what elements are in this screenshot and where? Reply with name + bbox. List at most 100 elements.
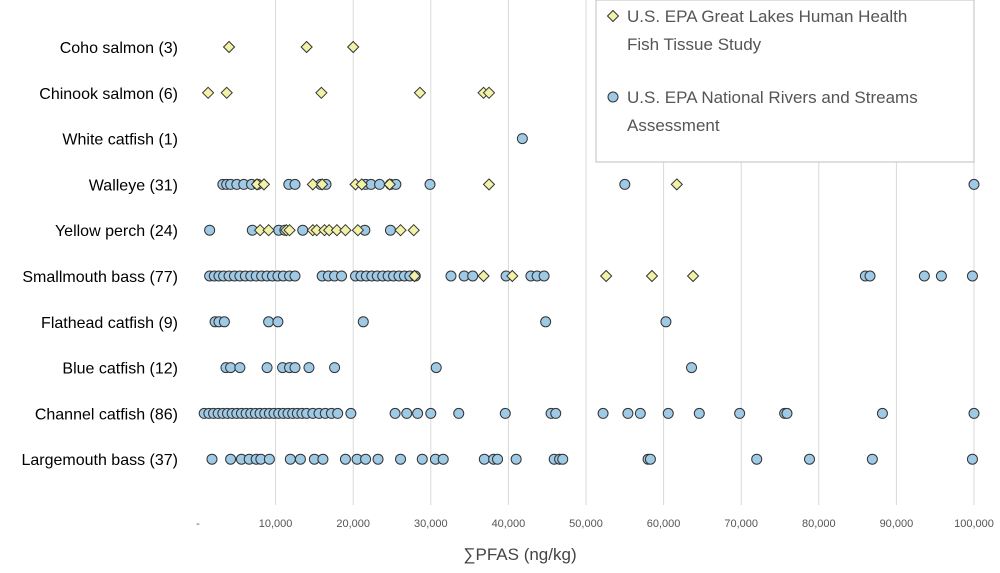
x-tick-label: 100,000 bbox=[954, 518, 994, 530]
great-lakes-point-chinook-salmon bbox=[201, 86, 215, 100]
rivers-streams-point-channel-catfish bbox=[345, 407, 357, 419]
legend-circle-icon bbox=[607, 91, 619, 103]
rivers-streams-point-channel-catfish bbox=[412, 407, 424, 419]
great-lakes-point-smallmouth-bass bbox=[506, 269, 519, 283]
great-lakes-point-coho-salmon bbox=[300, 40, 313, 54]
rivers-streams-point-blue-catfish bbox=[225, 362, 237, 374]
x-tick-label: 90,000 bbox=[880, 518, 914, 530]
rivers-streams-point-largemouth-bass bbox=[803, 453, 815, 465]
rivers-streams-point-blue-catfish bbox=[303, 362, 315, 374]
great-lakes-point-yellow-perch bbox=[407, 223, 420, 237]
great-lakes-point-yellow-perch bbox=[283, 223, 296, 237]
legend: U.S. EPA Great Lakes Human Health Fish Ti… bbox=[595, 0, 975, 163]
rivers-streams-point-channel-catfish bbox=[662, 407, 674, 419]
rivers-streams-point-largemouth-bass bbox=[437, 453, 449, 465]
rivers-streams-point-blue-catfish bbox=[234, 362, 246, 374]
rivers-streams-point-smallmouth-bass bbox=[336, 270, 348, 282]
rivers-streams-point-blue-catfish bbox=[289, 362, 301, 374]
rivers-streams-point-largemouth-bass bbox=[225, 453, 237, 465]
rivers-streams-point-channel-catfish bbox=[734, 407, 746, 419]
rivers-streams-point-smallmouth-bass bbox=[445, 270, 457, 282]
rivers-streams-point-walleye bbox=[424, 178, 436, 190]
rivers-streams-point-largemouth-bass bbox=[966, 453, 978, 465]
rivers-streams-point-largemouth-bass bbox=[416, 453, 428, 465]
rivers-streams-point-blue-catfish bbox=[329, 362, 341, 374]
great-lakes-point-smallmouth-bass bbox=[645, 269, 659, 283]
data-points bbox=[198, 40, 980, 465]
rivers-streams-point-channel-catfish bbox=[597, 407, 609, 419]
great-lakes-point-yellow-perch bbox=[330, 223, 344, 237]
rivers-streams-point-channel-catfish bbox=[622, 407, 634, 419]
rivers-streams-point-channel-catfish bbox=[550, 407, 562, 419]
category-label-blue-catfish: Blue catfish (12) bbox=[62, 361, 178, 378]
rivers-streams-point-smallmouth-bass bbox=[966, 270, 978, 282]
great-lakes-point-yellow-perch bbox=[394, 223, 407, 237]
rivers-streams-point-largemouth-bass bbox=[395, 453, 407, 465]
category-label-coho-salmon: Coho salmon (3) bbox=[60, 40, 178, 57]
rivers-streams-point-flathead-catfish bbox=[660, 316, 672, 328]
great-lakes-point-walleye bbox=[257, 178, 271, 191]
rivers-streams-point-blue-catfish bbox=[261, 362, 273, 374]
rivers-streams-point-smallmouth-bass bbox=[467, 270, 479, 282]
rivers-streams-point-walleye bbox=[289, 178, 301, 190]
rivers-streams-point-channel-catfish bbox=[499, 407, 511, 419]
x-tick-label: 70,000 bbox=[724, 518, 758, 530]
category-label-smallmouth-bass: Smallmouth bass (77) bbox=[22, 269, 178, 286]
category-label-channel-catfish: Channel catfish (86) bbox=[35, 406, 178, 423]
rivers-streams-point-largemouth-bass bbox=[866, 453, 878, 465]
rivers-streams-point-largemouth-bass bbox=[263, 453, 275, 465]
rivers-streams-point-largemouth-bass bbox=[360, 453, 372, 465]
great-lakes-point-chinook-salmon bbox=[315, 86, 328, 100]
rivers-streams-point-smallmouth-bass bbox=[935, 270, 947, 282]
rivers-streams-point-flathead-catfish bbox=[357, 316, 369, 328]
great-lakes-point-smallmouth-bass bbox=[408, 269, 421, 283]
x-tick-labels: - 10,000 20,000 30,000 40,000 50,000 60,000 70,… bbox=[196, 518, 994, 530]
rivers-streams-point-largemouth-bass bbox=[478, 453, 490, 465]
x-tick-label: 40,000 bbox=[492, 518, 526, 530]
great-lakes-point-walleye bbox=[355, 178, 368, 191]
rivers-streams-point-largemouth-bass bbox=[492, 453, 504, 465]
rivers-streams-point-largemouth-bass bbox=[284, 453, 296, 465]
rivers-streams-point-largemouth-bass bbox=[644, 453, 656, 465]
legend-box bbox=[595, 0, 975, 163]
great-lakes-point-yellow-perch bbox=[351, 223, 365, 237]
category-label-yellow-perch: Yellow perch (24) bbox=[55, 223, 178, 240]
legend-entry-text: U.S. EPA National Rivers and Streams bbox=[627, 88, 918, 107]
rivers-streams-point-channel-catfish bbox=[634, 407, 646, 419]
rivers-streams-point-largemouth-bass bbox=[317, 453, 329, 465]
great-lakes-point-coho-salmon bbox=[346, 40, 360, 54]
category-label-largemouth-bass: Largemouth bass (37) bbox=[21, 452, 178, 469]
rivers-streams-point-flathead-catfish bbox=[218, 316, 230, 328]
x-tick-label: 80,000 bbox=[802, 518, 836, 530]
rivers-streams-point-yellow-perch bbox=[204, 224, 216, 236]
category-label-walleye: Walleye (31) bbox=[89, 177, 178, 194]
rivers-streams-point-largemouth-bass bbox=[294, 453, 306, 465]
legend-entry-text: Fish Tissue Study bbox=[627, 35, 762, 54]
great-lakes-point-walleye bbox=[670, 178, 683, 191]
rivers-streams-point-yellow-perch bbox=[297, 224, 309, 236]
x-tick-label: 30,000 bbox=[414, 518, 448, 530]
category-label-flathead-catfish: Flathead catfish (9) bbox=[41, 315, 178, 332]
rivers-streams-point-yellow-perch bbox=[384, 224, 396, 236]
rivers-streams-point-flathead-catfish bbox=[272, 316, 284, 328]
category-labels: Coho salmon (3) Chinook salmon (6) White c… bbox=[21, 40, 178, 469]
great-lakes-point-walleye bbox=[383, 178, 396, 191]
rivers-streams-point-largemouth-bass bbox=[206, 453, 218, 465]
great-lakes-point-chinook-salmon bbox=[220, 86, 233, 100]
legend-entry-text: U.S. EPA Great Lakes Human Health bbox=[627, 7, 907, 26]
rivers-streams-point-smallmouth-bass bbox=[289, 270, 301, 282]
rivers-streams-point-channel-catfish bbox=[876, 407, 888, 419]
great-lakes-point-coho-salmon bbox=[222, 40, 236, 54]
rivers-streams-point-largemouth-bass bbox=[557, 453, 569, 465]
x-tick-label: 10,000 bbox=[259, 518, 293, 530]
great-lakes-point-chinook-salmon bbox=[482, 86, 496, 100]
great-lakes-point-yellow-perch bbox=[262, 223, 275, 237]
rivers-streams-point-smallmouth-bass bbox=[864, 270, 876, 282]
category-label-chinook-salmon: Chinook salmon (6) bbox=[39, 86, 178, 103]
rivers-streams-point-channel-catfish bbox=[425, 407, 437, 419]
rivers-streams-point-channel-catfish bbox=[781, 407, 793, 419]
great-lakes-point-smallmouth-bass bbox=[477, 269, 490, 283]
rivers-streams-point-channel-catfish bbox=[693, 407, 705, 419]
legend-diamond-icon bbox=[606, 9, 620, 23]
